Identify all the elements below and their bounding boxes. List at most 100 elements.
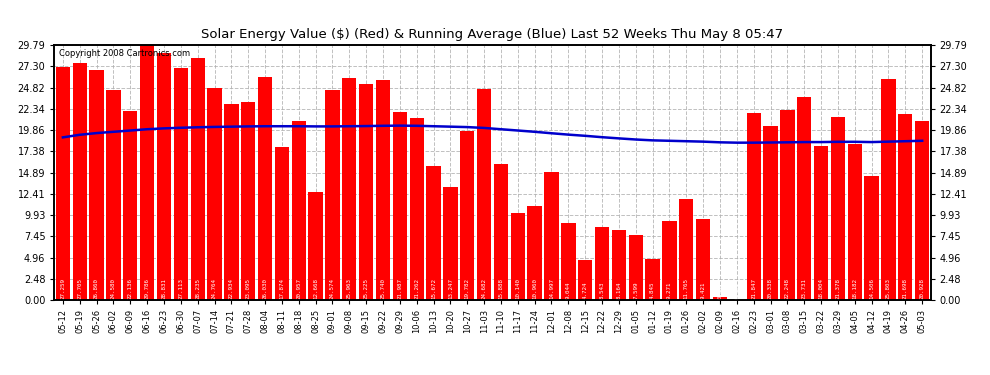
Text: 27.113: 27.113: [178, 278, 183, 299]
Bar: [326, 90, 340, 300]
Text: 21.987: 21.987: [397, 278, 402, 299]
Bar: [528, 206, 542, 300]
Text: 4.845: 4.845: [650, 281, 655, 299]
Text: 27.705: 27.705: [77, 278, 82, 299]
Text: 18.182: 18.182: [852, 278, 857, 299]
Bar: [645, 258, 659, 300]
Text: 15.672: 15.672: [431, 278, 436, 299]
Bar: [746, 113, 761, 300]
Text: 23.731: 23.731: [802, 278, 807, 299]
Bar: [494, 164, 508, 300]
Text: 10.140: 10.140: [516, 278, 521, 299]
Text: 26.030: 26.030: [262, 278, 267, 299]
Text: 20.957: 20.957: [296, 278, 301, 299]
Text: 22.136: 22.136: [128, 278, 133, 299]
Text: 13.247: 13.247: [447, 278, 452, 299]
Text: 22.248: 22.248: [785, 278, 790, 299]
Text: 9.271: 9.271: [667, 281, 672, 299]
Bar: [106, 90, 121, 300]
Bar: [444, 187, 457, 300]
Bar: [89, 70, 104, 300]
Bar: [915, 121, 930, 300]
Bar: [847, 144, 862, 300]
Text: 19.782: 19.782: [464, 278, 469, 299]
Text: 21.262: 21.262: [414, 278, 419, 299]
Bar: [679, 199, 693, 300]
Text: 10.960: 10.960: [533, 278, 538, 299]
Bar: [410, 118, 424, 300]
Text: 14.506: 14.506: [869, 278, 874, 299]
Text: 4.724: 4.724: [583, 281, 588, 299]
Bar: [544, 172, 558, 300]
Bar: [190, 58, 205, 300]
Text: 14.997: 14.997: [549, 278, 554, 299]
Bar: [864, 176, 879, 300]
Bar: [662, 220, 676, 300]
Text: 27.259: 27.259: [60, 278, 65, 299]
Bar: [55, 67, 70, 300]
Bar: [173, 68, 188, 300]
Text: 18.004: 18.004: [819, 278, 824, 299]
Text: 22.934: 22.934: [229, 278, 234, 299]
Bar: [578, 260, 592, 300]
Text: 12.668: 12.668: [313, 278, 318, 299]
Bar: [393, 112, 407, 300]
Text: 28.235: 28.235: [195, 278, 200, 299]
Bar: [427, 166, 441, 300]
Text: 21.698: 21.698: [903, 278, 908, 299]
Bar: [292, 121, 306, 300]
Bar: [763, 126, 778, 300]
Bar: [241, 102, 255, 300]
Bar: [343, 78, 356, 300]
Bar: [561, 223, 575, 300]
Text: 28.831: 28.831: [161, 278, 166, 299]
Text: 20.928: 20.928: [920, 278, 925, 299]
Bar: [595, 227, 609, 300]
Text: 24.580: 24.580: [111, 278, 116, 299]
Text: 23.095: 23.095: [246, 278, 250, 299]
Text: 0.317: 0.317: [718, 281, 723, 299]
Bar: [477, 89, 491, 300]
Bar: [258, 77, 272, 300]
Bar: [72, 63, 87, 300]
Bar: [511, 213, 525, 300]
Bar: [696, 219, 710, 300]
Bar: [359, 84, 373, 300]
Text: 9.421: 9.421: [701, 281, 706, 299]
Text: 26.860: 26.860: [94, 278, 99, 299]
Bar: [629, 235, 643, 300]
Bar: [460, 130, 474, 300]
Text: 0.000: 0.000: [735, 281, 740, 299]
Bar: [797, 97, 812, 300]
Bar: [780, 110, 795, 300]
Bar: [275, 147, 289, 300]
Text: 25.803: 25.803: [886, 278, 891, 299]
Bar: [156, 53, 171, 300]
Text: 17.874: 17.874: [279, 278, 284, 299]
Bar: [814, 146, 829, 300]
Bar: [309, 192, 323, 300]
Text: 8.164: 8.164: [617, 281, 622, 299]
Bar: [713, 297, 727, 300]
Bar: [831, 117, 845, 300]
Text: 29.786: 29.786: [145, 278, 149, 299]
Bar: [881, 79, 896, 300]
Text: 15.888: 15.888: [498, 278, 504, 299]
Text: 24.682: 24.682: [481, 278, 487, 299]
Text: 25.225: 25.225: [363, 278, 368, 299]
Bar: [140, 45, 154, 300]
Text: 25.963: 25.963: [346, 278, 351, 299]
Bar: [898, 114, 913, 300]
Bar: [612, 230, 626, 300]
Text: 9.044: 9.044: [566, 281, 571, 299]
Text: 21.847: 21.847: [751, 278, 756, 299]
Text: Copyright 2008 Cartronics.com: Copyright 2008 Cartronics.com: [58, 49, 190, 58]
Bar: [123, 111, 138, 300]
Text: 20.338: 20.338: [768, 278, 773, 299]
Text: 11.765: 11.765: [684, 278, 689, 299]
Bar: [376, 80, 390, 300]
Text: 8.543: 8.543: [600, 281, 605, 299]
Text: 24.764: 24.764: [212, 278, 217, 299]
Text: 7.599: 7.599: [634, 281, 639, 299]
Bar: [224, 104, 239, 300]
